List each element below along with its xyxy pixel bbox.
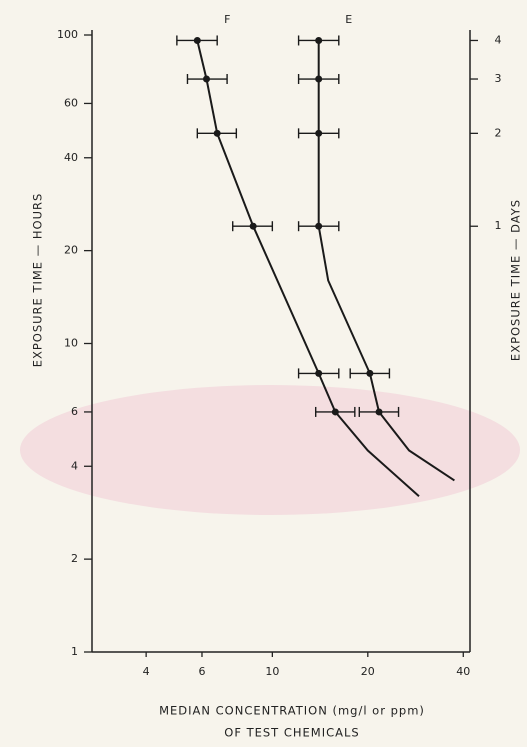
x-tick-label: 6 xyxy=(198,665,205,678)
point xyxy=(315,223,322,230)
y-tick-label: 10 xyxy=(64,337,78,350)
point xyxy=(315,37,322,44)
y-tick-label: 60 xyxy=(64,96,78,109)
x-axis-label: MEDIAN CONCENTRATION (mg/l or ppm) xyxy=(159,704,425,718)
point xyxy=(203,76,210,83)
x-tick-label: 10 xyxy=(265,665,279,678)
point xyxy=(332,408,339,415)
point xyxy=(376,408,383,415)
y-axis-label: EXPOSURE TIME — HOURS xyxy=(31,193,45,368)
y-tick-label: 4 xyxy=(71,459,78,472)
x-tick-label: 20 xyxy=(361,665,375,678)
point xyxy=(194,37,201,44)
y-tick-label: 1 xyxy=(71,645,78,658)
watermark xyxy=(20,385,520,515)
y-tick-label: 20 xyxy=(64,244,78,257)
series-label: E xyxy=(345,13,352,26)
y2-tick-label: 3 xyxy=(495,72,502,85)
y2-tick-label: 2 xyxy=(495,126,502,139)
point xyxy=(366,370,373,377)
point xyxy=(315,76,322,83)
series-label: F xyxy=(224,13,230,26)
x-tick-label: 4 xyxy=(143,665,150,678)
y-tick-label: 6 xyxy=(71,405,78,418)
point xyxy=(250,223,257,230)
y2-tick-label: 4 xyxy=(495,33,502,46)
y-tick-label: 100 xyxy=(57,28,78,41)
y-tick-label: 2 xyxy=(71,552,78,565)
chart: EXPOSURE TIME — HOURS EXPOSURE TIME — DA… xyxy=(0,0,527,747)
y2-axis-label: EXPOSURE TIME — DAYS xyxy=(509,199,523,361)
point xyxy=(315,370,322,377)
x-axis-label: OF TEST CHEMICALS xyxy=(224,726,359,740)
point xyxy=(214,130,221,137)
y-tick-label: 40 xyxy=(64,151,78,164)
x-tick-label: 40 xyxy=(456,665,470,678)
y2-tick-label: 1 xyxy=(495,219,502,232)
point xyxy=(315,130,322,137)
